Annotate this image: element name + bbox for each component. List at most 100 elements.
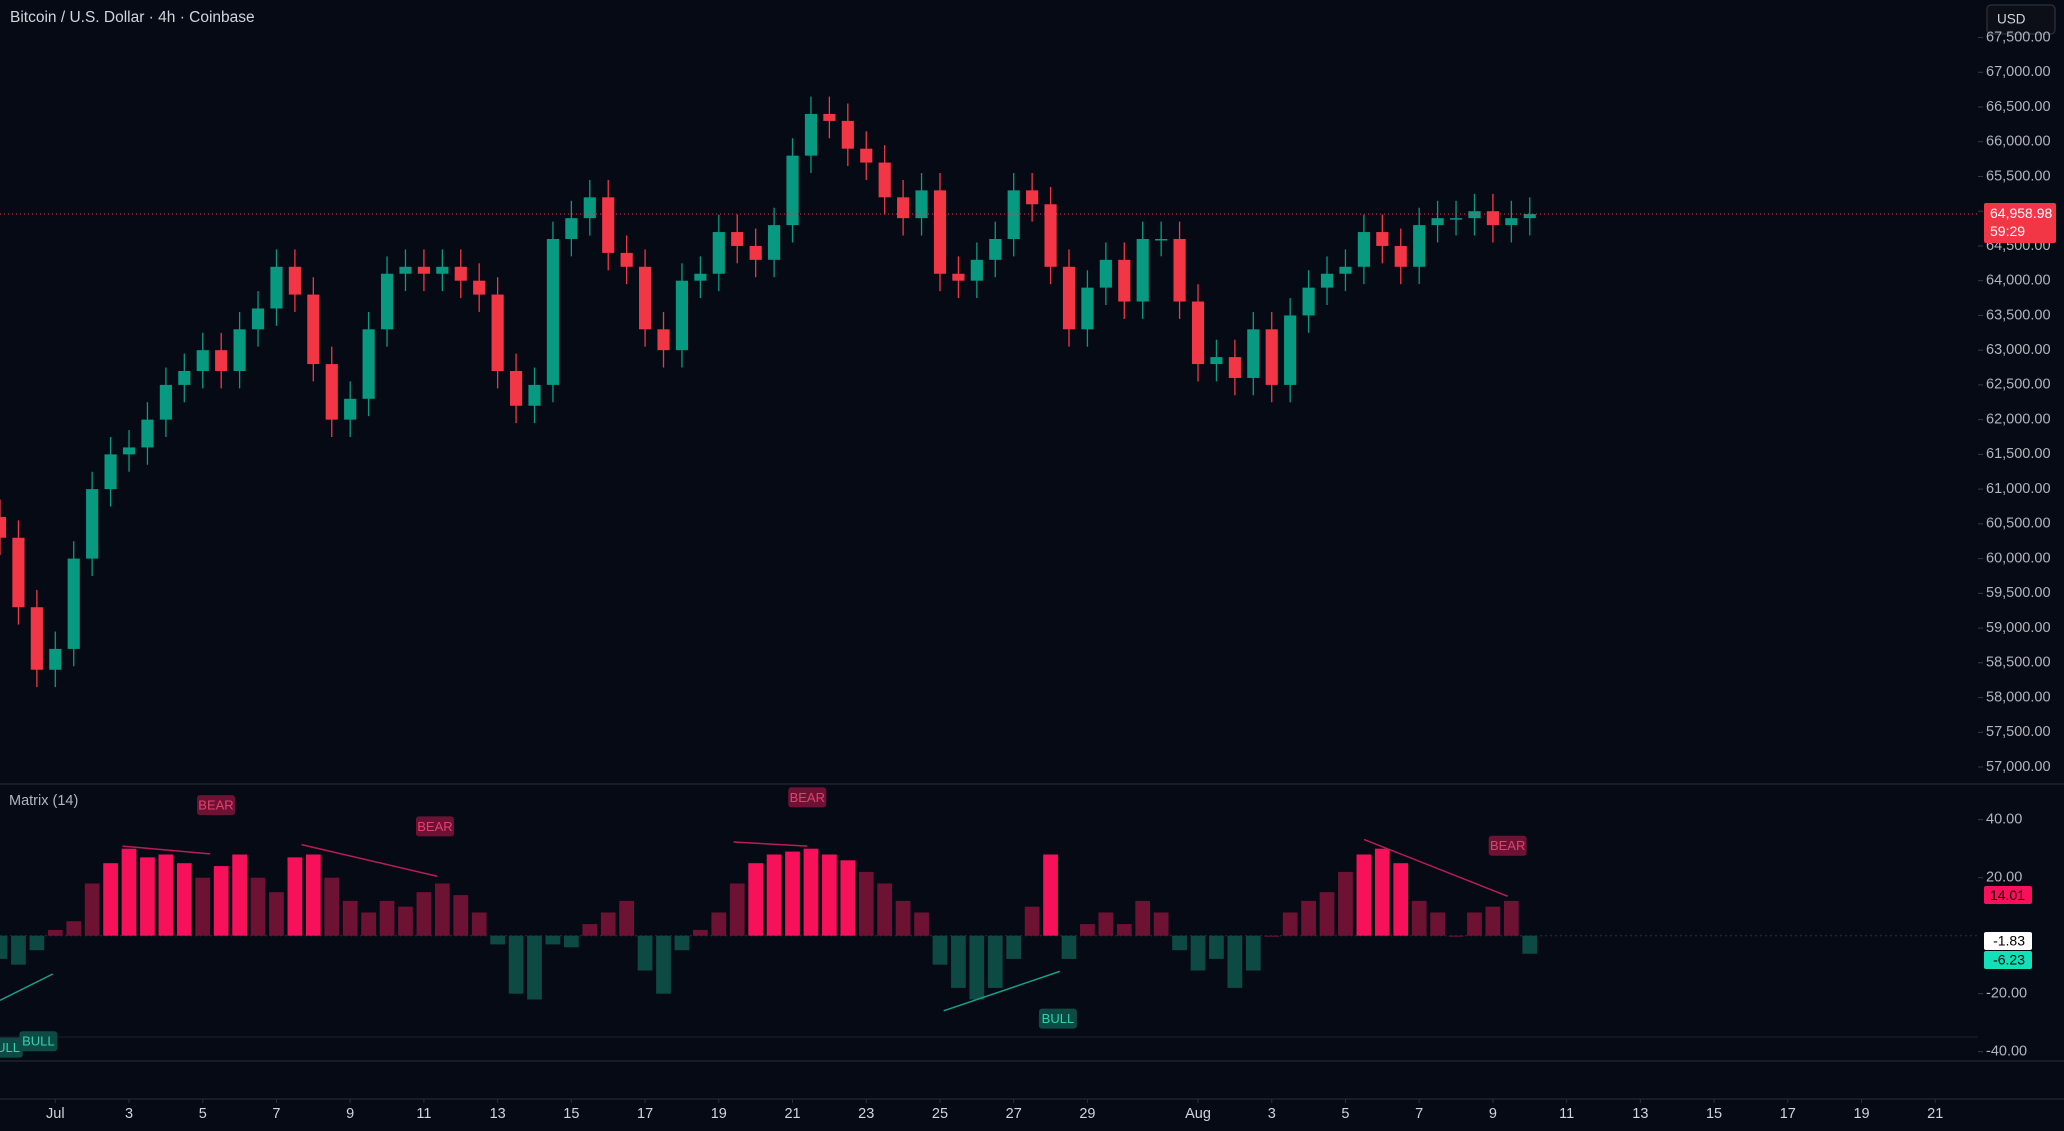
histogram-bar xyxy=(877,883,893,936)
signal-label: BULL xyxy=(22,1034,55,1049)
symbol-title: Bitcoin / U.S. Dollar · 4h · Coinbase xyxy=(10,9,255,26)
histogram-bar xyxy=(1522,935,1538,954)
candle-body xyxy=(104,454,117,490)
histogram-bar xyxy=(1190,935,1206,971)
histogram-bar xyxy=(121,848,137,936)
histogram-bar xyxy=(1430,912,1445,936)
candle-body xyxy=(417,266,430,274)
candle-body xyxy=(178,371,191,385)
candle-body xyxy=(1394,245,1407,267)
histogram-bar xyxy=(140,857,155,936)
y-tick-label: 57,500.00 xyxy=(1986,724,2051,740)
candle-body xyxy=(1284,315,1297,385)
candle-body xyxy=(1431,218,1444,226)
histogram-bar xyxy=(1301,900,1316,936)
histogram-bar xyxy=(195,877,211,936)
candle-body xyxy=(1228,357,1241,378)
histogram-bar xyxy=(269,892,284,936)
histogram-bar xyxy=(1338,871,1353,936)
histogram-bar xyxy=(582,924,598,936)
value-tag xyxy=(1984,932,2032,951)
candle-body xyxy=(989,238,1002,260)
y-tick-label: 59,000.00 xyxy=(1986,620,2051,636)
histogram-bar xyxy=(232,854,247,936)
histogram-bar xyxy=(527,935,542,1000)
histogram-bar xyxy=(1172,935,1187,951)
x-tick-label: 17 xyxy=(637,1106,653,1122)
candle-body xyxy=(970,259,983,281)
candle-body xyxy=(731,232,744,246)
candle-body xyxy=(362,329,375,399)
x-tick-label: 15 xyxy=(1706,1106,1722,1122)
candle-body xyxy=(878,162,891,198)
histogram-bar xyxy=(1061,935,1077,959)
signal-badge xyxy=(788,787,827,808)
candle-body xyxy=(251,308,265,330)
candle-body xyxy=(1173,238,1186,302)
y-tick-label: 61,500.00 xyxy=(1986,446,2051,462)
histogram-bar xyxy=(434,883,450,936)
candle-body xyxy=(49,648,62,670)
signal-badge xyxy=(1038,1008,1077,1029)
x-tick-label: 13 xyxy=(490,1106,506,1122)
x-tick-label: 3 xyxy=(1268,1106,1276,1122)
histogram-bar xyxy=(490,935,506,945)
candle-body xyxy=(546,238,560,385)
x-tick-label: 25 xyxy=(932,1106,948,1122)
candle-body xyxy=(1247,329,1260,378)
y-tick-label: 67,000.00 xyxy=(1986,64,2051,80)
currency-label[interactable]: USD xyxy=(1997,12,2026,27)
histogram-bar xyxy=(1227,935,1243,988)
candle-body xyxy=(325,364,338,420)
candle-body xyxy=(1118,259,1131,302)
candle-body xyxy=(1302,287,1315,316)
candle-body xyxy=(1357,232,1370,267)
histogram-bar xyxy=(785,851,800,936)
x-tick-label: 11 xyxy=(1559,1106,1574,1122)
currency-button[interactable] xyxy=(1986,4,2056,35)
candle-body xyxy=(233,329,246,372)
x-tick-label: 9 xyxy=(346,1106,354,1122)
y-tick-label: 20.00 xyxy=(1986,870,2022,886)
candle-body xyxy=(12,537,25,608)
divergence-line xyxy=(301,843,438,877)
x-tick-label: 15 xyxy=(563,1106,579,1122)
candle-body xyxy=(159,384,172,420)
candle-body xyxy=(602,197,615,253)
histogram-bar xyxy=(1282,912,1298,936)
signal-label: BEAR xyxy=(1490,838,1525,853)
candle-body xyxy=(215,350,228,372)
candle-body xyxy=(1099,259,1112,288)
histogram-bar xyxy=(748,863,764,936)
candle-body xyxy=(1265,329,1278,385)
indicator-title: Matrix (14) xyxy=(9,793,78,809)
candle-body xyxy=(67,558,80,649)
histogram-bar xyxy=(914,912,929,936)
candle-body xyxy=(620,252,633,267)
value-tag-label: 14.01 xyxy=(1990,887,2025,903)
histogram-bar xyxy=(213,866,229,936)
histogram-bar xyxy=(674,935,690,951)
divergence-line xyxy=(733,841,808,847)
candle-body xyxy=(749,245,762,260)
histogram-bar xyxy=(398,906,413,936)
candle-body xyxy=(768,225,781,260)
histogram-bar xyxy=(416,892,432,936)
histogram-bar xyxy=(1116,924,1132,936)
candle-body xyxy=(509,371,523,406)
candle-body xyxy=(804,113,818,156)
histogram-bar xyxy=(822,854,837,936)
candle-body xyxy=(454,266,467,281)
histogram-bar xyxy=(1153,912,1169,936)
histogram-bar xyxy=(287,857,303,936)
candle-body xyxy=(344,398,357,420)
histogram-bar xyxy=(1043,854,1058,936)
x-tick-label: 19 xyxy=(711,1106,727,1122)
histogram-bar xyxy=(1411,900,1427,936)
candle-body xyxy=(1007,190,1020,239)
signal-label: BULL xyxy=(0,1040,20,1055)
candle-body xyxy=(399,266,412,274)
histogram-bar xyxy=(1209,935,1224,959)
candle-body xyxy=(196,350,209,372)
